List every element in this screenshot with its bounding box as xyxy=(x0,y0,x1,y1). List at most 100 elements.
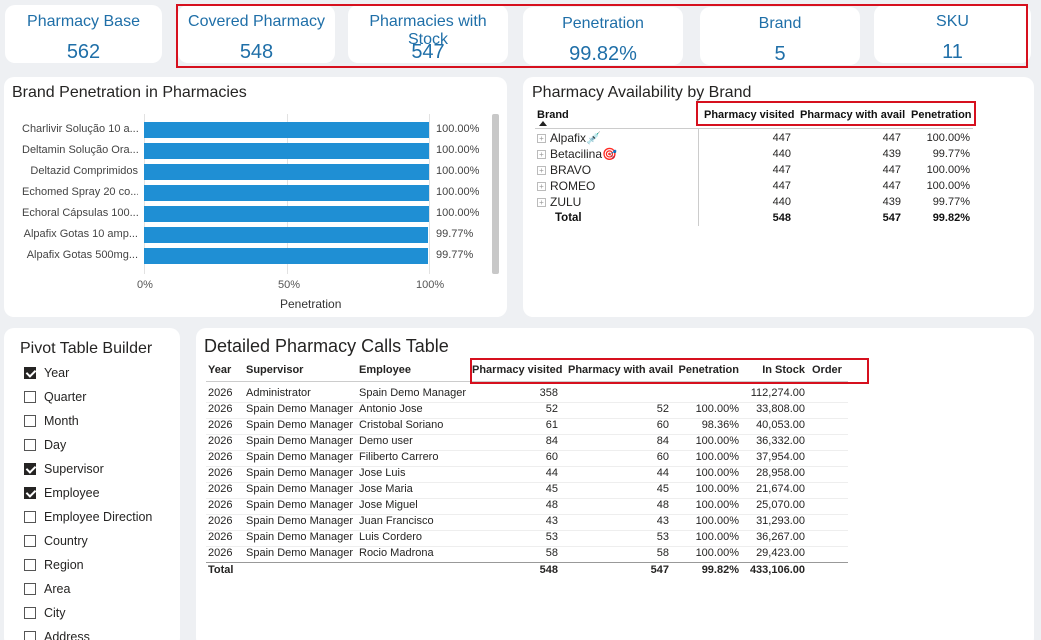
brand-emoji-icon: 🎯 xyxy=(602,147,617,161)
table-cell: Rocio Madrona xyxy=(359,547,434,559)
kpi-pharmacy-base: Pharmacy Base 562 xyxy=(5,5,162,63)
pivot-field-year[interactable]: Year xyxy=(24,366,69,380)
table-cell: 100.00% xyxy=(695,467,739,479)
table-cell: 36,332.00 xyxy=(756,435,805,447)
col-header-employee[interactable]: Employee xyxy=(359,364,411,376)
bar-category-label: Alpafix Gotas 500mg... xyxy=(26,249,138,261)
col-header-order[interactable]: Order xyxy=(812,364,842,376)
pivot-field-day[interactable]: Day xyxy=(24,438,66,452)
checkbox[interactable] xyxy=(24,367,36,379)
expand-icon[interactable]: + xyxy=(537,150,546,160)
bar-value-label: 100.00% xyxy=(436,144,480,156)
table-cell: 2026 xyxy=(208,531,233,543)
pivot-field-quarter[interactable]: Quarter xyxy=(24,390,86,404)
pivot-field-region[interactable]: Region xyxy=(24,558,84,572)
checkbox[interactable] xyxy=(24,559,36,571)
col-header-supervisor[interactable]: Supervisor xyxy=(246,364,304,376)
checkbox[interactable] xyxy=(24,535,36,547)
bar-value-label: 100.00% xyxy=(436,207,480,219)
bar[interactable] xyxy=(144,164,429,180)
table-cell: 44 xyxy=(545,467,558,479)
bar[interactable] xyxy=(144,185,429,201)
kpi-value: 11 xyxy=(942,41,963,63)
pivot-builder-panel: Pivot Table Builder Year Quarter Month Day S… xyxy=(4,328,180,640)
checkbox[interactable] xyxy=(24,415,36,427)
col-header-penetration[interactable]: Penetration xyxy=(911,109,972,121)
table-cell: 100.00% xyxy=(695,547,739,559)
expand-icon[interactable]: + xyxy=(537,198,546,208)
table-cell: Jose Miguel xyxy=(359,499,418,511)
brand-row-label[interactable]: + Betacilina🎯 xyxy=(537,147,617,161)
pivot-field-city[interactable]: City xyxy=(24,606,66,620)
cell-avail: 439 xyxy=(882,196,901,208)
total-pen: 99.82% xyxy=(932,212,970,224)
bar[interactable] xyxy=(144,227,429,243)
bar-value-label: 100.00% xyxy=(436,123,480,135)
x-gridline xyxy=(429,114,430,274)
col-header-in-stock[interactable]: In Stock xyxy=(762,364,805,376)
table-cell: 100.00% xyxy=(695,403,739,415)
row-divider xyxy=(206,402,848,403)
table-cell: Spain Demo Manager xyxy=(246,419,354,431)
pivot-field-label: Country xyxy=(44,534,88,548)
table-cell: 44 xyxy=(656,467,669,479)
table-cell: 2026 xyxy=(208,499,233,511)
table-cell: Juan Francisco xyxy=(359,515,434,527)
pivot-field-country[interactable]: Country xyxy=(24,534,88,548)
table-cell: Spain Demo Manager xyxy=(246,403,354,415)
kpi-title: Covered Pharmacy xyxy=(188,13,325,30)
table-cell: Luis Cordero xyxy=(359,531,422,543)
expand-icon[interactable]: + xyxy=(537,166,546,176)
table-cell: 2026 xyxy=(208,451,233,463)
col-header-visited[interactable]: Pharmacy visited xyxy=(704,109,795,121)
pivot-field-employee-direction[interactable]: Employee Direction xyxy=(24,510,152,524)
brand-row-label[interactable]: + ZULU xyxy=(537,195,581,209)
total-visited: 548 xyxy=(772,212,791,224)
col-header-year[interactable]: Year xyxy=(208,364,232,376)
checkbox[interactable] xyxy=(24,607,36,619)
bar-category-label: Echoral Cápsulas 100... xyxy=(22,207,138,219)
col-header-pharmacy-with-avail[interactable]: Pharmacy with avail xyxy=(568,364,674,376)
brand-penetration-panel: Brand Penetration in Pharmacies Charlivi… xyxy=(4,77,507,317)
table-cell: 84 xyxy=(656,435,669,447)
col-header-brand[interactable]: Brand xyxy=(537,109,569,121)
checkbox[interactable] xyxy=(24,463,36,475)
checkbox[interactable] xyxy=(24,583,36,595)
cell-avail: 447 xyxy=(882,164,901,176)
col-header-pharmacy-visited[interactable]: Pharmacy visited xyxy=(472,364,563,376)
kpi-value: 548 xyxy=(239,41,274,63)
pivot-field-month[interactable]: Month xyxy=(24,414,79,428)
sort-arrow-icon xyxy=(539,121,547,126)
pivot-field-supervisor[interactable]: Supervisor xyxy=(24,462,104,476)
checkbox[interactable] xyxy=(24,487,36,499)
col-header-avail[interactable]: Pharmacy with avail xyxy=(800,109,906,121)
chart-scrollbar[interactable] xyxy=(492,114,499,274)
kpi-title: Pharmacies with Stock xyxy=(369,13,487,48)
bar[interactable] xyxy=(144,206,429,222)
cell-pen: 99.77% xyxy=(932,196,970,208)
brand-row-label[interactable]: + Alpafix💉 xyxy=(537,131,601,145)
checkbox[interactable] xyxy=(24,631,36,640)
row-divider xyxy=(206,546,848,547)
expand-icon[interactable]: + xyxy=(537,134,546,144)
table-cell: 2026 xyxy=(208,387,233,399)
expand-icon[interactable]: + xyxy=(537,182,546,192)
table-cell: Administrator xyxy=(246,387,311,399)
checkbox[interactable] xyxy=(24,391,36,403)
pivot-field-employee[interactable]: Employee xyxy=(24,486,100,500)
table-cell: 2026 xyxy=(208,435,233,447)
cell-pen: 100.00% xyxy=(926,132,970,144)
bar[interactable] xyxy=(144,143,429,159)
table-cell: 2026 xyxy=(208,515,233,527)
checkbox[interactable] xyxy=(24,439,36,451)
col-header-penetration[interactable]: Penetration xyxy=(678,364,739,376)
bar[interactable] xyxy=(144,122,429,138)
pivot-field-area[interactable]: Area xyxy=(24,582,70,596)
table-cell: 58 xyxy=(545,547,558,559)
bar[interactable] xyxy=(144,248,429,264)
brand-row-label[interactable]: + BRAVO xyxy=(537,163,591,177)
checkbox[interactable] xyxy=(24,511,36,523)
brand-row-label[interactable]: + ROMEO xyxy=(537,179,595,193)
total-cell: 547 xyxy=(650,564,669,576)
pivot-field-address[interactable]: Address xyxy=(24,630,90,640)
